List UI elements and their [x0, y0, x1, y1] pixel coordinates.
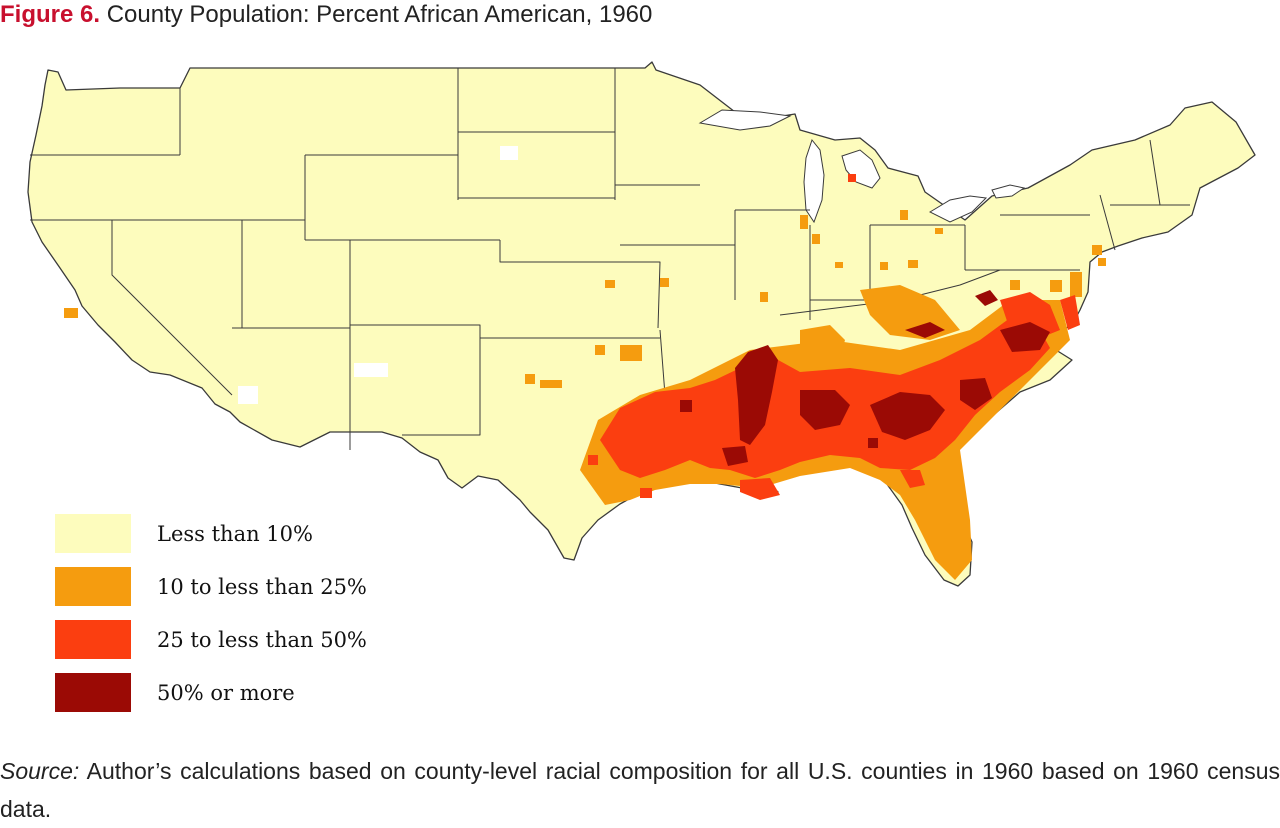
counties-50-plus	[680, 290, 1050, 466]
legend-item-10-to-25: 10 to less than 25%	[55, 567, 367, 606]
figure-label: Figure 6.	[0, 1, 101, 28]
map-legend: Less than 10% 10 to less than 25% 25 to …	[55, 514, 367, 726]
counties-no-data	[238, 146, 518, 404]
legend-swatch	[55, 673, 131, 712]
legend-swatch	[55, 620, 131, 659]
legend-item-25-to-50: 25 to less than 50%	[55, 620, 367, 659]
source-label: Source:	[0, 758, 80, 784]
legend-label: 50% or more	[157, 680, 295, 705]
figure-header: Figure 6. County Population: Percent Afr…	[0, 0, 652, 30]
legend-label: Less than 10%	[157, 521, 313, 546]
source-text: Author’s calculations based on county-le…	[0, 758, 1280, 822]
legend-swatch	[55, 567, 131, 606]
legend-item-50-plus: 50% or more	[55, 673, 367, 712]
great-lakes	[698, 109, 1026, 224]
source-note: Source: Author’s calculations based on c…	[0, 752, 1280, 828]
figure-title: County Population: Percent African Ameri…	[106, 1, 653, 28]
legend-label: 10 to less than 25%	[157, 574, 367, 599]
us-county-map	[27, 61, 1256, 587]
state-borders	[30, 68, 1190, 471]
legend-label: 25 to less than 50%	[157, 627, 367, 652]
legend-item-less-than-10: Less than 10%	[55, 514, 367, 553]
legend-swatch	[55, 514, 131, 553]
